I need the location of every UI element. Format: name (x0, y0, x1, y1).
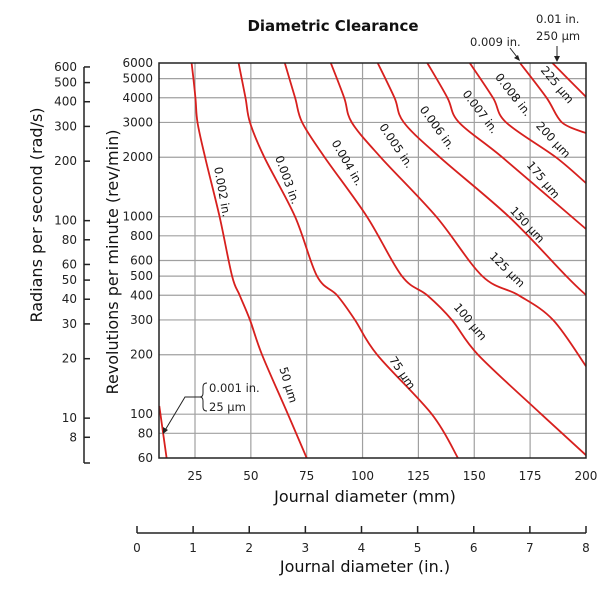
annotation-0.009-in: 0.009 in. (470, 35, 521, 49)
inch-tick-label: 3 (302, 541, 310, 555)
x-axis-title-mm: Journal diameter (mm) (273, 487, 456, 506)
annotation-250-um: 250 µm (536, 29, 580, 43)
clearance-curve-4 (329, 62, 587, 367)
y-tick-label: 5000 (122, 72, 153, 86)
rad-tick-label: 20 (62, 352, 77, 366)
y-tick-label: 1000 (122, 210, 153, 224)
clearance-curve-5 (376, 62, 587, 296)
inch-axis: 0 1 2 3 4 5 6 7 8 (133, 526, 590, 555)
x-tick-label: 25 (187, 469, 202, 483)
clearance-curve-1 (190, 62, 308, 459)
rad-tick-label: 30 (62, 317, 77, 331)
inch-tick-label: 6 (470, 541, 478, 555)
curve-label: 50 µm (276, 365, 300, 404)
y-tick-label: 800 (130, 229, 153, 243)
annotation-0.001-in: 0.001 in. (209, 381, 260, 395)
y-tick-label: 100 (130, 407, 153, 421)
arrowhead-icon (163, 427, 168, 434)
inch-tick-label: 1 (189, 541, 197, 555)
curve-label: 150 µm (507, 204, 547, 246)
clearance-curve-2 (237, 62, 459, 459)
y-axis-title-rad: Radians per second (rad/s) (27, 107, 46, 322)
curve-label: 100 µm (451, 300, 490, 343)
chart-title: Diametric Clearance (247, 17, 418, 35)
y-tick-label: 500 (130, 269, 153, 283)
curve-label: 75 µm (386, 354, 418, 392)
y-tick-label: 200 (130, 348, 153, 362)
x-tick-label: 150 (463, 469, 486, 483)
mm-axis: 25 50 75 100 125 150 175 200 (187, 469, 597, 483)
rad-tick-label: 400 (54, 95, 77, 109)
y-tick-label: 6000 (122, 56, 153, 70)
rad-tick-label: 60 (62, 257, 77, 271)
rad-tick-label: 80 (62, 233, 77, 247)
curve-label: 0.002 in. (211, 166, 234, 218)
rad-tick-label: 40 (62, 292, 77, 306)
curve-label: 225 µm (538, 63, 577, 106)
rad-tick-label: 300 (54, 119, 77, 133)
rad-tick-label: 8 (69, 430, 77, 444)
inch-tick-label: 8 (582, 541, 590, 555)
x-tick-label: 175 (519, 469, 542, 483)
rad-tick-label: 600 (54, 60, 77, 74)
y-tick-label: 400 (130, 288, 153, 302)
clearance-curve-9 (551, 62, 587, 98)
rad-axis: 600 500 400 300 200 100 80 60 50 40 30 20 10 8 (54, 60, 90, 464)
rad-tick-label: 50 (62, 273, 77, 287)
arrow-icon (163, 396, 200, 433)
rad-tick-label: 500 (54, 76, 77, 90)
y-tick-label: 2000 (122, 150, 153, 164)
annotation-0.001: 0.001 in. 25 µm (163, 381, 260, 434)
y-tick-label: 300 (130, 313, 153, 327)
arrow-icon (509, 47, 518, 58)
inch-tick-label: 4 (358, 541, 366, 555)
grid (159, 63, 586, 458)
curve-labels: 0.002 in. 0.003 in. 0.004 in. 0.005 in. 0.00… (211, 63, 577, 404)
arrowhead-icon (514, 55, 520, 61)
y-tick-label: 80 (138, 426, 153, 440)
rad-tick-label: 10 (62, 411, 77, 425)
annotation-0.009: 0.009 in. (470, 35, 521, 61)
inch-tick-label: 2 (245, 541, 253, 555)
clearance-curve-6 (426, 62, 587, 230)
x-tick-label: 125 (407, 469, 430, 483)
x-tick-label: 50 (243, 469, 258, 483)
inch-tick-label: 0 (133, 541, 141, 555)
clearance-curve-7 (469, 62, 587, 184)
y-tick-label: 600 (130, 254, 153, 268)
inch-tick-label: 5 (414, 541, 422, 555)
annotation-0.01: 0.01 in. 250 µm (536, 12, 580, 62)
rad-tick-label: 100 (54, 214, 77, 228)
y-tick-label: 60 (138, 451, 153, 465)
annotation-25-um: 25 µm (209, 400, 246, 414)
rad-tick-label: 200 (54, 154, 77, 168)
annotation-0.01-in: 0.01 in. (536, 12, 579, 26)
clearance-curves (158, 62, 587, 459)
plot-frame (158, 62, 587, 459)
y-axis-title-rpm: Revolutions per minute (rev/min) (103, 130, 122, 395)
clearance-curve-8 (519, 62, 587, 134)
x-tick-label: 100 (351, 469, 374, 483)
y-tick-label: 4000 (122, 91, 153, 105)
y-tick-label: 3000 (122, 115, 153, 129)
x-axis-title-in: Journal diameter (in.) (279, 557, 450, 576)
x-tick-label: 75 (299, 469, 314, 483)
x-tick-label: 200 (574, 469, 597, 483)
curve-label: 0.005 in. (376, 121, 416, 171)
arrowhead-icon (554, 56, 560, 62)
curve-label: 0.004 in. (329, 137, 366, 188)
clearance-curve-3 (283, 62, 587, 456)
inch-tick-label: 7 (526, 541, 534, 555)
brace-icon (199, 382, 208, 412)
